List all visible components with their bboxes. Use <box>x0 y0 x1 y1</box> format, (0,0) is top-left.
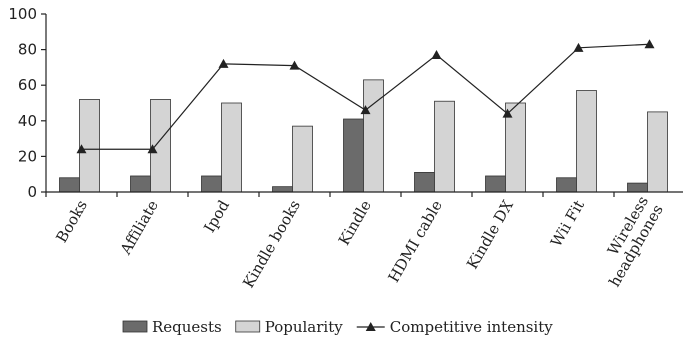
bar-popularity-4 <box>363 79 384 193</box>
x-tick-label: HDMI cable <box>384 197 446 286</box>
x-tick-label: Kindle <box>335 197 375 248</box>
y-axis: 0 20 40 60 80 100 <box>8 5 47 201</box>
legend: Requests Popularity Competitive intensity <box>122 318 554 336</box>
bar-popularity-2 <box>221 102 242 193</box>
x-tick-label: Wii Fit <box>547 197 588 250</box>
bar-requests-5 <box>414 172 435 193</box>
legend-label-competitive-intensity: Competitive intensity <box>390 318 554 336</box>
x-tick-label: Kindle books <box>239 197 304 291</box>
legend-swatch-requests <box>122 320 148 333</box>
x-tick-label: Wirelessheadphones <box>591 193 667 290</box>
competitive-intensity-point-3 <box>289 60 300 70</box>
x-tick-label: Ipod <box>200 197 233 236</box>
legend-label-requests: Requests <box>152 318 222 336</box>
y-tick-label: 20 <box>18 147 37 165</box>
x-tick-label: Affiliate <box>116 197 162 258</box>
x-tick-label-line: Affiliate <box>116 197 162 258</box>
bar-popularity-5 <box>434 100 455 193</box>
bar-requests-1 <box>130 175 151 193</box>
competitive-intensity-point-7 <box>573 42 584 52</box>
x-tick-label: Books <box>52 197 91 246</box>
competitive-intensity-point-6 <box>502 108 513 118</box>
x-tick-label-line: Books <box>52 197 91 246</box>
bar-popularity-8 <box>647 111 668 193</box>
competitive-intensity-point-5 <box>431 49 442 59</box>
x-tick-label: Kindle DX <box>463 197 517 272</box>
legend-swatch-popularity <box>235 320 261 333</box>
bar-requests-6 <box>485 175 506 193</box>
y-tick-label: 0 <box>27 183 37 201</box>
bar-requests-8 <box>627 182 648 193</box>
bar-popularity-0 <box>79 99 100 193</box>
x-tick-label-line: Kindle DX <box>463 197 517 272</box>
x-tick-label-line: Kindle books <box>239 197 304 291</box>
competitive-intensity-point-8 <box>644 39 655 49</box>
bars <box>59 79 668 193</box>
line-series <box>76 39 655 154</box>
y-tick-label: 60 <box>18 76 37 94</box>
x-axis: Books Affiliate Ipod Kindle books Kindle HDMI… <box>45 191 683 291</box>
x-tick-label-line: HDMI cable <box>384 197 446 286</box>
legend-triangle-marker <box>365 322 376 331</box>
x-tick-label-line: Ipod <box>200 197 233 236</box>
bar-popularity-3 <box>292 125 313 193</box>
x-tick-label-line: Wii Fit <box>547 197 588 250</box>
y-tick-label: 100 <box>8 5 37 23</box>
competitive-intensity-point-4 <box>360 105 371 115</box>
bar-popularity-1 <box>150 99 171 193</box>
y-tick-label: 40 <box>18 112 37 130</box>
y-tick-label: 80 <box>18 41 37 59</box>
competitive-intensity-point-2 <box>218 58 229 68</box>
bar-requests-2 <box>201 175 222 193</box>
legend-label-popularity: Popularity <box>265 318 344 336</box>
bar-requests-3 <box>272 186 293 193</box>
bar-requests-4 <box>343 118 364 193</box>
x-tick-label-line: Kindle <box>335 197 375 248</box>
bar-popularity-7 <box>576 90 597 193</box>
competitive-intensity-point-0 <box>76 144 87 154</box>
bar-requests-7 <box>556 177 577 193</box>
bar-requests-0 <box>59 177 80 193</box>
competitive-intensity-point-1 <box>147 144 158 154</box>
